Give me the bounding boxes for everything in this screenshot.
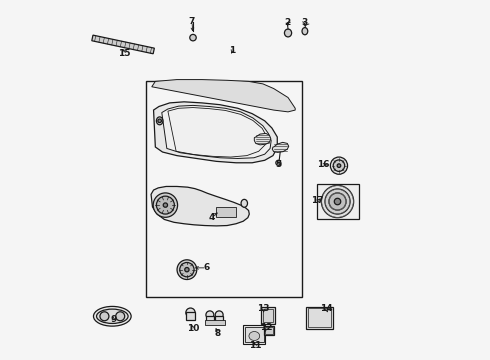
Ellipse shape [249, 332, 260, 341]
Polygon shape [152, 80, 295, 112]
Polygon shape [92, 35, 154, 54]
Ellipse shape [333, 160, 344, 171]
Text: 3: 3 [301, 18, 307, 27]
Text: 9: 9 [110, 315, 117, 324]
Ellipse shape [337, 164, 341, 167]
Ellipse shape [302, 28, 308, 35]
Ellipse shape [153, 193, 177, 217]
Text: 11: 11 [249, 341, 261, 350]
Text: 13: 13 [257, 304, 270, 313]
Polygon shape [151, 186, 249, 226]
Text: 5: 5 [275, 161, 281, 170]
Text: 15: 15 [118, 49, 130, 58]
Text: 7: 7 [189, 17, 195, 26]
Bar [264, 326, 274, 335]
Ellipse shape [177, 260, 197, 279]
Ellipse shape [158, 119, 161, 123]
Text: 8: 8 [215, 329, 221, 338]
Ellipse shape [329, 193, 346, 210]
Bar [265, 327, 273, 334]
Polygon shape [162, 105, 271, 158]
Polygon shape [254, 134, 271, 145]
Ellipse shape [241, 199, 247, 207]
Ellipse shape [330, 157, 347, 174]
Bar [206, 316, 214, 323]
Text: 6: 6 [203, 264, 210, 273]
Ellipse shape [215, 311, 223, 319]
Ellipse shape [156, 117, 163, 125]
Bar [186, 312, 195, 320]
Ellipse shape [325, 189, 350, 214]
Polygon shape [153, 102, 277, 163]
Bar [317, 184, 359, 220]
Ellipse shape [285, 29, 292, 37]
Text: 10: 10 [187, 324, 199, 333]
Text: 4: 4 [209, 213, 215, 222]
Ellipse shape [334, 198, 341, 205]
Bar [147, 81, 302, 297]
Polygon shape [272, 142, 289, 152]
Bar [263, 309, 273, 322]
Ellipse shape [180, 262, 194, 277]
Ellipse shape [321, 185, 354, 218]
Text: 17: 17 [312, 196, 324, 205]
Ellipse shape [206, 311, 214, 319]
Ellipse shape [186, 308, 195, 318]
Ellipse shape [116, 312, 124, 321]
Ellipse shape [156, 196, 174, 214]
Ellipse shape [185, 267, 189, 272]
Bar [216, 207, 236, 217]
Text: 14: 14 [320, 304, 333, 313]
Ellipse shape [97, 309, 128, 323]
Bar [215, 316, 223, 323]
Bar [308, 309, 331, 327]
Ellipse shape [100, 312, 109, 321]
Text: 1: 1 [229, 46, 236, 55]
Text: 12: 12 [260, 323, 272, 332]
Bar [306, 307, 333, 329]
Bar [245, 327, 264, 342]
Ellipse shape [190, 35, 196, 41]
Bar [243, 324, 266, 344]
Ellipse shape [94, 306, 131, 326]
Bar [205, 320, 224, 324]
Ellipse shape [276, 160, 281, 165]
Ellipse shape [163, 203, 168, 207]
Text: 16: 16 [317, 161, 329, 170]
Text: 2: 2 [284, 18, 291, 27]
Bar [261, 307, 275, 324]
